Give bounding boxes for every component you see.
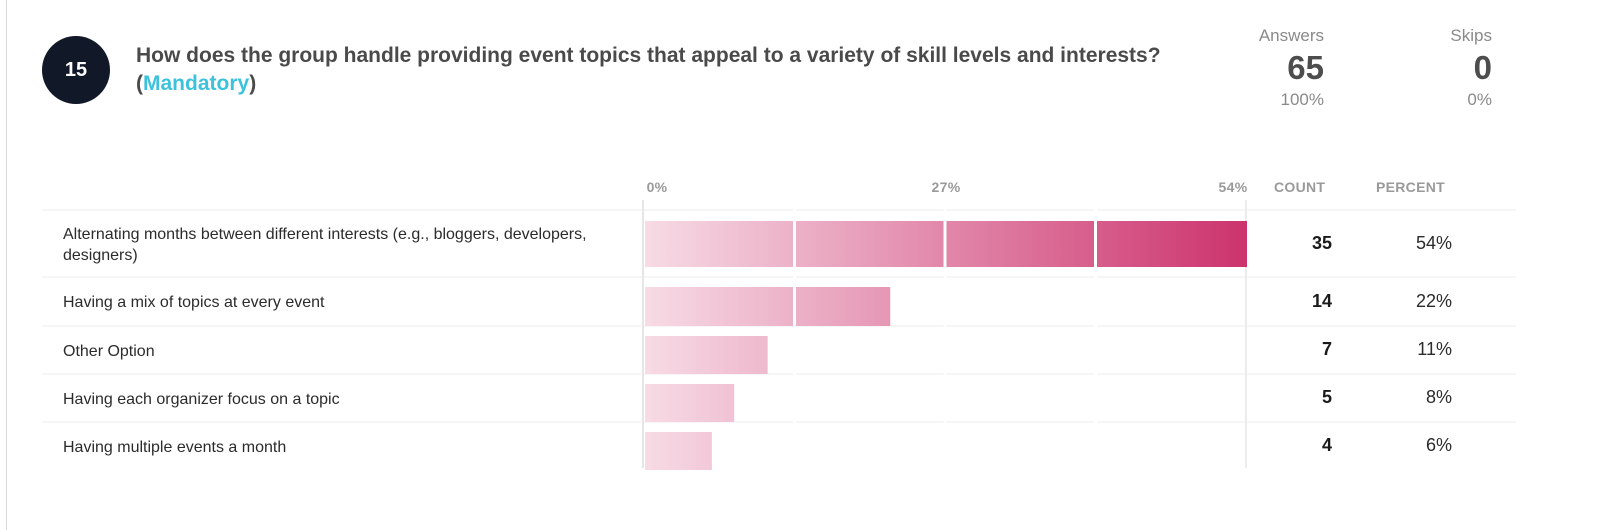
category-label: Other Option — [63, 342, 155, 360]
question-text: How does the group handle providing even… — [136, 44, 1161, 95]
skips-label: Skips — [1450, 26, 1492, 45]
x-tick-label: 54% — [1218, 179, 1248, 195]
category-label: Having each organizer focus on a topic — [63, 390, 340, 408]
skips-value: 0 — [1473, 49, 1492, 86]
count-value: 5 — [1321, 387, 1332, 407]
category-label: Having multiple events a month — [63, 438, 287, 456]
question-number-badge: 15 — [42, 36, 110, 104]
percent-value: 54% — [1415, 233, 1452, 253]
bar — [645, 384, 735, 422]
question-title-suffix: ) — [249, 72, 257, 95]
answers-value: 65 — [1287, 49, 1324, 86]
bar — [645, 287, 891, 326]
answers-stat: Answers 65 100% — [1204, 26, 1324, 110]
count-value: 4 — [1321, 435, 1332, 455]
question-title: How does the group handle providing even… — [136, 42, 1176, 98]
category-label: Having a mix of topics at every event — [63, 294, 325, 311]
count-value: 7 — [1321, 339, 1332, 359]
count-value: 35 — [1311, 233, 1332, 253]
x-tick-label: 27% — [931, 179, 961, 195]
percent-value: 11% — [1417, 339, 1452, 359]
skips-stat: Skips 0 0% — [1372, 26, 1492, 110]
mandatory-label: Mandatory — [143, 72, 250, 95]
count-value: 14 — [1311, 290, 1332, 311]
percent-value: 8% — [1425, 387, 1452, 407]
category-label: Alternating months between different int… — [63, 226, 587, 264]
survey-card — [6, 0, 1600, 530]
percent-value: 6% — [1425, 435, 1452, 455]
bar — [645, 432, 712, 470]
answers-label: Answers — [1258, 26, 1324, 45]
answers-percent: 100% — [1280, 90, 1324, 109]
skips-percent: 0% — [1467, 90, 1492, 109]
question-number: 15 — [64, 58, 88, 81]
count-column-header: COUNT — [1274, 179, 1326, 195]
percent-column-header: PERCENT — [1376, 179, 1445, 195]
bar — [645, 336, 768, 374]
percent-value: 22% — [1415, 290, 1452, 311]
x-tick-label: 0% — [646, 179, 668, 195]
